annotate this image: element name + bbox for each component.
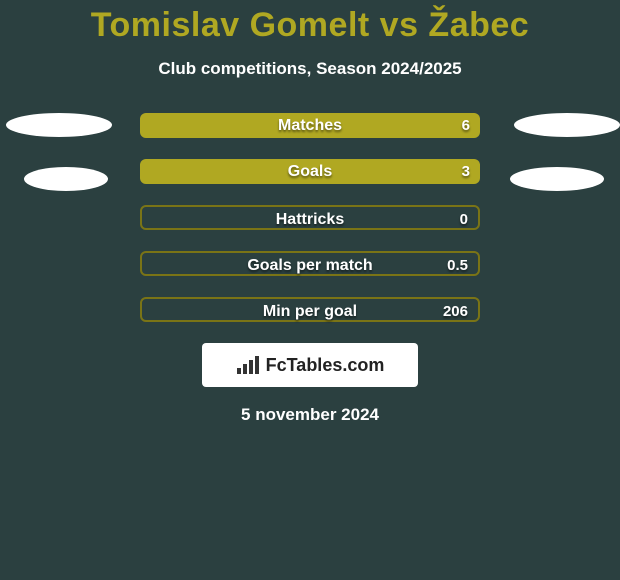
stat-value: 3: [462, 159, 470, 184]
stat-row: Hattricks0: [140, 205, 480, 230]
stat-label: Goals: [140, 159, 480, 184]
stat-label: Min per goal: [142, 299, 478, 320]
brand-box: FcTables.com: [202, 343, 418, 387]
bar-chart-icon: [236, 356, 260, 374]
stat-value: 6: [462, 113, 470, 138]
date-text: 5 november 2024: [0, 405, 620, 425]
right-photo-placeholder: [502, 113, 620, 221]
ellipse-shape: [6, 113, 112, 137]
comparison-card: Tomislav Gomelt vs Žabec Club competitio…: [0, 0, 620, 425]
subtitle: Club competitions, Season 2024/2025: [0, 59, 620, 79]
stat-row: Goals3: [140, 159, 480, 184]
stat-label: Matches: [140, 113, 480, 138]
ellipse-shape: [510, 167, 604, 191]
stat-rows: Matches6Goals3Hattricks0Goals per match0…: [140, 113, 480, 322]
brand-text: FcTables.com: [266, 355, 385, 376]
stat-value: 0.5: [447, 253, 468, 274]
stat-label: Hattricks: [142, 207, 478, 228]
stat-value: 206: [443, 299, 468, 320]
ellipse-shape: [514, 113, 620, 137]
stat-row: Goals per match0.5: [140, 251, 480, 276]
left-photo-placeholder: [0, 113, 124, 221]
page-title: Tomislav Gomelt vs Žabec: [0, 6, 620, 45]
chart-area: Matches6Goals3Hattricks0Goals per match0…: [0, 113, 620, 425]
stat-value: 0: [460, 207, 468, 228]
stat-label: Goals per match: [142, 253, 478, 274]
stat-row: Matches6: [140, 113, 480, 138]
ellipse-shape: [24, 167, 108, 191]
stat-row: Min per goal206: [140, 297, 480, 322]
